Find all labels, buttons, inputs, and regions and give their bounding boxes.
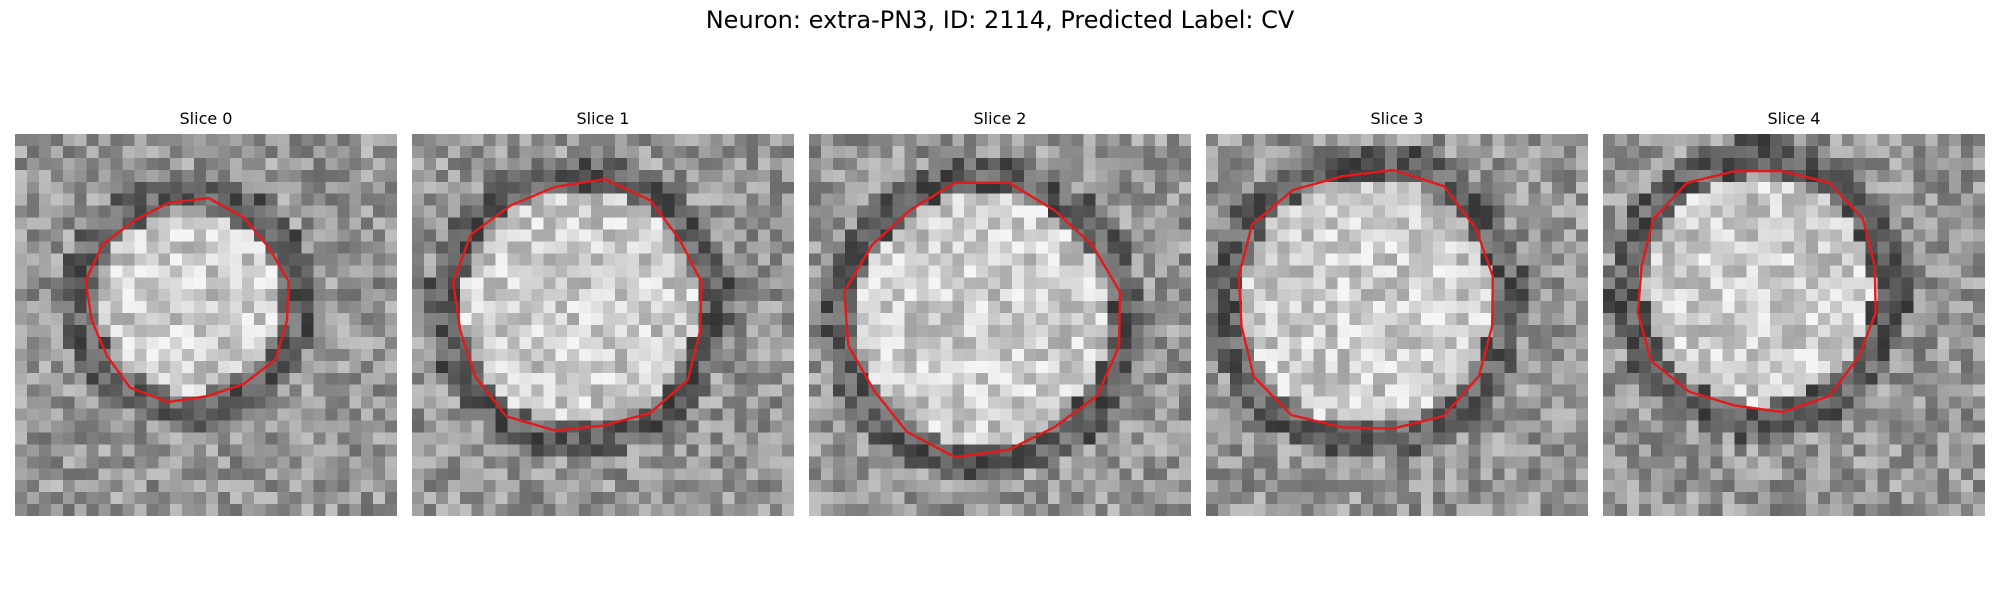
slice-image — [15, 134, 397, 516]
slice-panel-3: Slice 3 — [1206, 108, 1588, 516]
slice-image — [1603, 134, 1985, 516]
slice-title: Slice 2 — [973, 109, 1027, 128]
micrograph — [15, 134, 397, 516]
slice-image — [1206, 134, 1588, 516]
micrograph — [809, 134, 1191, 516]
micrograph — [1206, 134, 1588, 516]
slice-title: Slice 4 — [1767, 109, 1821, 128]
contour-outline — [84, 196, 290, 404]
contour-outline — [451, 178, 703, 432]
slice-panel-1: Slice 1 — [412, 108, 794, 516]
slice-image — [809, 134, 1191, 516]
slice-panel-4: Slice 4 — [1603, 108, 1985, 516]
contour-outline — [843, 181, 1122, 459]
contour-outline — [1636, 169, 1877, 414]
slice-title: Slice 3 — [1370, 109, 1424, 128]
slice-panel-2: Slice 2 — [809, 108, 1191, 516]
slice-title: Slice 1 — [576, 109, 630, 128]
figure-title: Neuron: extra-PN3, ID: 2114, Predicted L… — [705, 6, 1295, 34]
slice-panel-0: Slice 0 — [15, 108, 397, 516]
slice-title: Slice 0 — [179, 109, 233, 128]
micrograph — [1603, 134, 1985, 516]
contour-outline — [1237, 168, 1494, 430]
slice-image — [412, 134, 794, 516]
micrograph — [412, 134, 794, 516]
